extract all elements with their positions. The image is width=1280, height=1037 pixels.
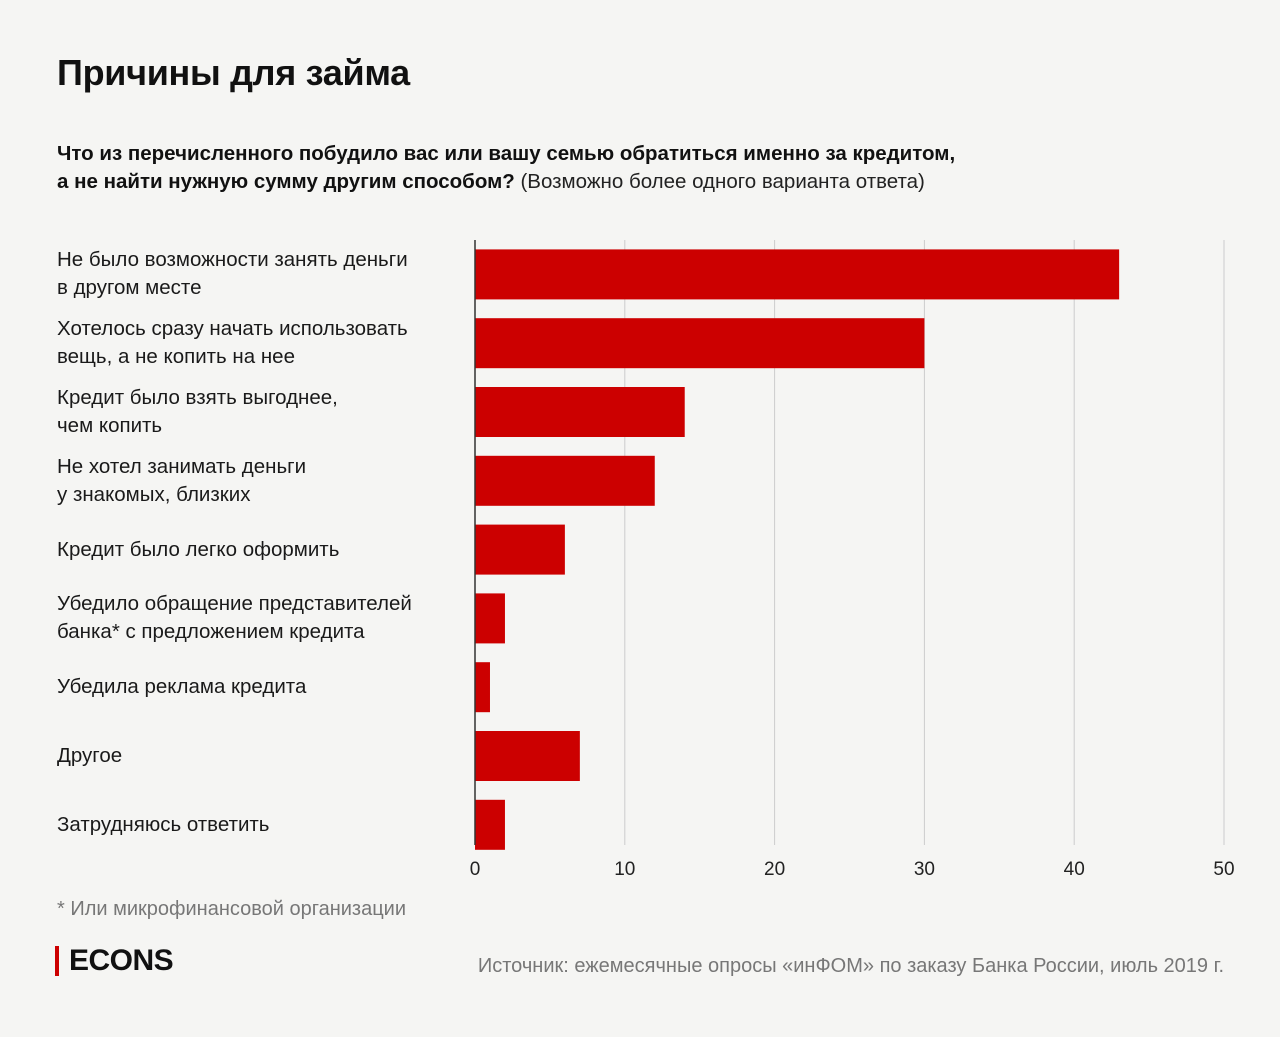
category-label-5: Убедило обращение представителей банка* … xyxy=(57,592,412,644)
bar-0 xyxy=(475,249,1120,300)
category-label-1: Хотелось сразу начать использовать вещь,… xyxy=(57,317,408,369)
x-tick-label-40: 40 xyxy=(1064,859,1085,880)
bar-1 xyxy=(475,318,925,369)
question-line-1: Что из перечисленного побудило вас или в… xyxy=(57,142,956,165)
category-label-3: Не хотел занимать деньги у знакомых, бли… xyxy=(57,454,307,506)
bar-2 xyxy=(475,387,685,437)
question-line-2: а не найти нужную сумму другим способом? xyxy=(57,170,515,193)
bar-4 xyxy=(475,524,565,575)
footnote: * Или микрофинансовой организации xyxy=(57,898,407,920)
category-label-2: Кредит было взять выгоднее, чем копить xyxy=(57,386,338,437)
chart-title: Причины для займа xyxy=(57,52,410,93)
category-label-8: Затрудняюсь ответить xyxy=(57,812,270,836)
category-label-4: Кредит было легко оформить xyxy=(57,537,340,561)
x-tick-label-30: 30 xyxy=(914,859,935,880)
x-tick-label-50: 50 xyxy=(1213,859,1234,880)
x-tick-label-10: 10 xyxy=(614,859,635,880)
bar-6 xyxy=(475,662,490,713)
bar-7 xyxy=(475,731,580,781)
bar-8 xyxy=(475,799,505,850)
category-label-6: Убедила реклама кредита xyxy=(57,675,307,699)
category-label-7: Другое xyxy=(57,744,123,767)
question-note: (Возможно более одного варианта ответа) xyxy=(520,170,925,193)
x-tick-label-20: 20 xyxy=(764,859,785,880)
econs-logo[interactable]: ECONS xyxy=(55,944,174,978)
bar-3 xyxy=(475,455,655,506)
logo-text: ECONS xyxy=(69,944,174,977)
source-note: Источник: ежемесячные опросы «инФОМ» по … xyxy=(477,955,1224,977)
x-tick-label-0: 0 xyxy=(470,859,481,880)
chart-question: Что из перечисленного побудило вас или в… xyxy=(57,140,1157,196)
logo-bar-mark xyxy=(55,946,59,976)
bar-5 xyxy=(475,593,505,644)
category-label-0: Не было возможности занять деньги в друг… xyxy=(57,248,408,300)
